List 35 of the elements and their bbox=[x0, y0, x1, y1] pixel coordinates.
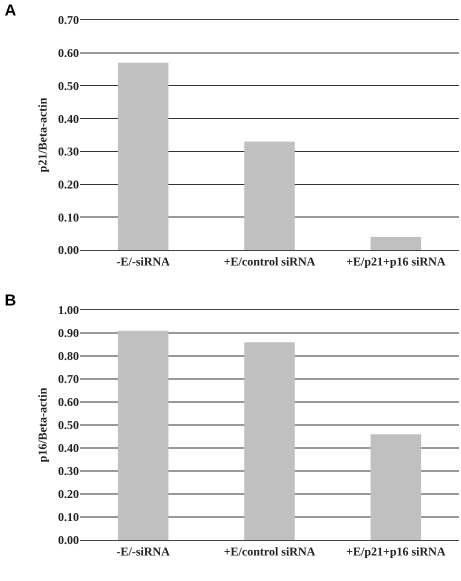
y-axis-title: p21/Beta-actin bbox=[35, 97, 50, 172]
y-tick-label: 0.00 bbox=[58, 533, 79, 548]
y-tick-label: 0.10 bbox=[58, 510, 79, 524]
x-tick-label: +E/p21+p16 siRNA bbox=[346, 544, 446, 558]
y-tick-label: 0.30 bbox=[58, 144, 79, 159]
x-tick-label: +E/p21+p16 siRNA bbox=[346, 254, 446, 268]
x-tick-label: +E/control siRNA bbox=[224, 544, 316, 558]
y-tick-label: 0.10 bbox=[58, 210, 79, 224]
bar bbox=[370, 434, 422, 540]
chart-title: A bbox=[4, 2, 17, 20]
y-tick-label: 0.50 bbox=[58, 418, 79, 432]
y-tick-label: 0.20 bbox=[58, 487, 79, 502]
y-tick-label: 0.60 bbox=[58, 395, 79, 410]
y-tick-label: 0.90 bbox=[58, 326, 79, 340]
y-tick-label: 0.40 bbox=[58, 441, 79, 456]
y-tick-label: 0.60 bbox=[58, 46, 79, 60]
y-axis-title: p16/Beta-actin bbox=[35, 387, 50, 462]
x-tick-label: -E/-siRNA bbox=[116, 544, 170, 558]
chart-title: B bbox=[4, 292, 16, 310]
bar bbox=[370, 236, 422, 250]
bar bbox=[118, 62, 168, 250]
y-tick-label: 1.00 bbox=[58, 303, 79, 318]
y-tick-label: 0.50 bbox=[58, 78, 79, 93]
bar bbox=[244, 342, 295, 540]
x-tick-label: -E/-siRNA bbox=[116, 254, 170, 268]
y-tick-label: 0.70 bbox=[58, 13, 79, 28]
y-tick-label: 0.80 bbox=[58, 349, 79, 364]
x-tick-label: +E/control siRNA bbox=[224, 254, 316, 268]
y-tick-label: 0.40 bbox=[58, 112, 79, 126]
y-tick-label: 0.00 bbox=[58, 243, 79, 258]
y-tick-label: 0.70 bbox=[58, 372, 79, 386]
bar bbox=[244, 142, 295, 250]
y-tick-label: 0.20 bbox=[58, 177, 79, 192]
bar bbox=[118, 330, 168, 540]
y-tick-label: 0.30 bbox=[58, 464, 79, 478]
